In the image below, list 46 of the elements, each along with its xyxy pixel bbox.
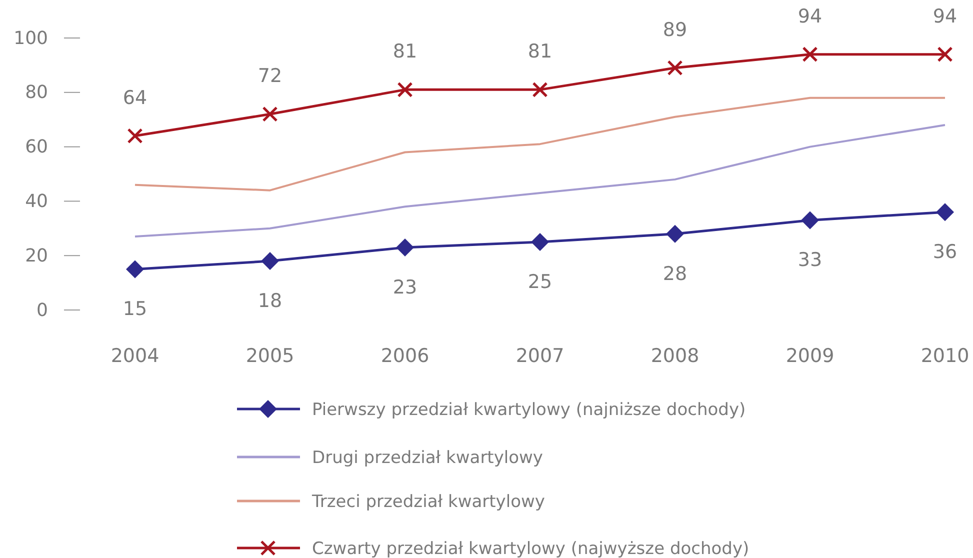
y-tick-label: 20 xyxy=(25,245,48,266)
point xyxy=(937,46,953,62)
x-tick-label: 2005 xyxy=(246,345,294,367)
legend-label: Pierwszy przedział kwartylowy (najniższe dochody) xyxy=(312,400,746,420)
data-label: 28 xyxy=(662,262,688,285)
point xyxy=(802,46,818,62)
y-tick-label: 80 xyxy=(25,82,48,104)
x-tick-label: 2009 xyxy=(786,345,834,367)
legend-label: Drugi przedział kwartylowy xyxy=(312,448,543,468)
data-label: 89 xyxy=(662,18,688,41)
legend-label: Czwarty przedział kwartylowy (najwyższe dochody) xyxy=(312,539,750,558)
y-tick-label: 100 xyxy=(14,28,48,49)
y-tick-label: 0 xyxy=(36,300,48,321)
data-label: 81 xyxy=(528,40,552,63)
data-label: 81 xyxy=(392,40,418,63)
data-label: 23 xyxy=(392,276,418,298)
point xyxy=(396,238,414,256)
x-tick-label: 2006 xyxy=(380,345,430,367)
point xyxy=(801,211,819,230)
point xyxy=(936,203,954,222)
x-tick-label: 2010 xyxy=(920,345,970,367)
x-tick-label: 2007 xyxy=(516,345,564,367)
y-tick-label: 60 xyxy=(25,136,48,158)
x-tick-label: 2004 xyxy=(110,345,160,367)
data-label: 64 xyxy=(122,86,148,109)
data-label: 33 xyxy=(798,249,822,272)
point xyxy=(127,128,143,144)
line-series xyxy=(134,124,946,238)
data-label: 94 xyxy=(932,5,958,28)
data-label: 94 xyxy=(798,5,822,28)
point xyxy=(666,224,684,243)
point xyxy=(262,106,278,122)
data-label: 25 xyxy=(528,271,552,293)
point xyxy=(531,233,549,251)
point xyxy=(397,82,413,98)
data-label: 15 xyxy=(122,298,148,320)
point xyxy=(532,82,548,98)
point xyxy=(261,252,279,270)
data-label: 18 xyxy=(258,290,282,312)
point xyxy=(667,60,683,76)
point xyxy=(126,260,144,278)
y-tick-label: 40 xyxy=(25,190,48,212)
data-label: 72 xyxy=(258,65,282,88)
x-tick-label: 2008 xyxy=(650,345,700,367)
data-label: 36 xyxy=(932,241,958,264)
legend-label: Trzeci przedział kwartylowy xyxy=(311,492,545,512)
